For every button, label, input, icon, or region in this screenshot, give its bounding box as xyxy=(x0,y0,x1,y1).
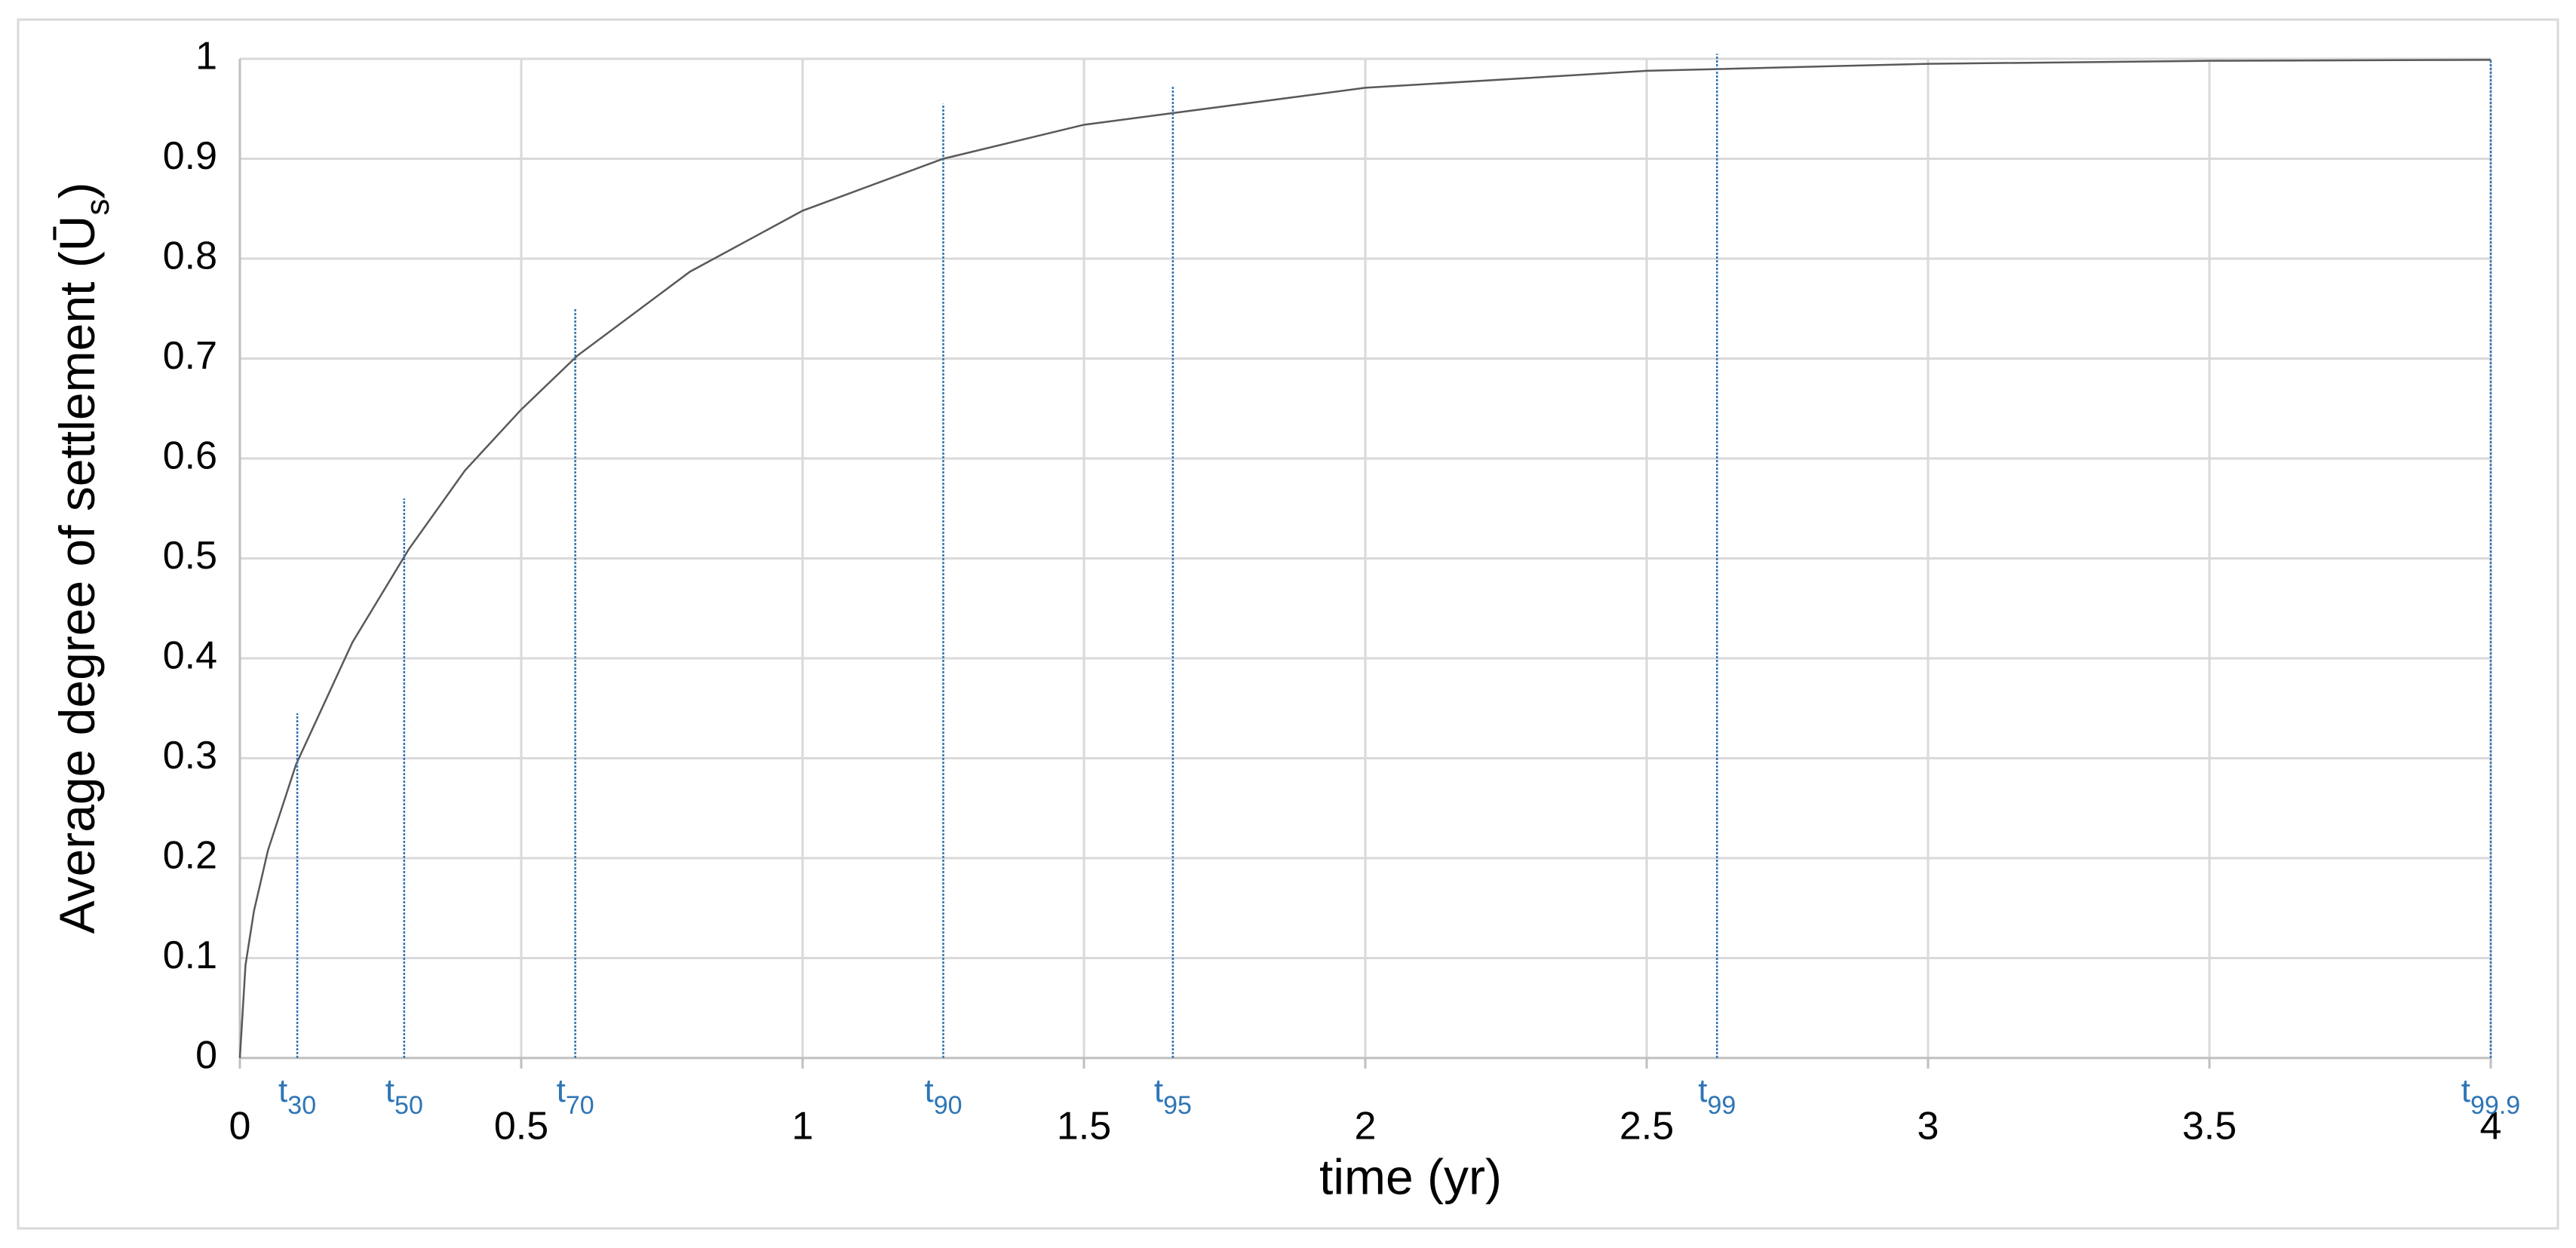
y-tick-label: 0.1 xyxy=(163,934,217,977)
marker-label: t90 xyxy=(924,1072,962,1120)
y-axis-title-end: ) xyxy=(49,182,105,199)
curve xyxy=(238,59,2492,1059)
chart-border xyxy=(17,18,2559,1230)
marker-label: t95 xyxy=(1154,1072,1192,1120)
y-axis-title-main: Average degree of settlement (Ū xyxy=(49,216,105,934)
marker-label-sub: 95 xyxy=(1163,1091,1192,1120)
marker-label-sub: 90 xyxy=(934,1091,963,1120)
marker-label-base: t xyxy=(924,1072,933,1109)
x-tick-label: 1.5 xyxy=(1057,1105,1111,1148)
y-tick-label: 0.9 xyxy=(163,134,217,178)
marker-label-base: t xyxy=(557,1072,566,1109)
plot: t30 t50 t70 t90 t95 t99 t99.9 xyxy=(238,54,2520,1120)
y-axis-title-sub: s xyxy=(79,199,116,216)
y-tick-label: 0.3 xyxy=(163,734,217,777)
y-tick-label: 0.6 xyxy=(163,434,217,478)
marker-label: t30 xyxy=(278,1072,316,1120)
x-axis-title: time (yr) xyxy=(1319,1148,1502,1204)
y-tick-label: 0.8 xyxy=(163,235,217,278)
marker-label-base: t xyxy=(1154,1072,1163,1109)
x-tick-label: 0 xyxy=(229,1105,251,1148)
marker-label-sub: 70 xyxy=(566,1091,594,1120)
y-tick-label: 1 xyxy=(195,35,217,78)
marker-label: t50 xyxy=(385,1072,423,1120)
y-axis-title: Average degree of settlement (Ūs) xyxy=(49,182,116,934)
x-tick-label: 0.5 xyxy=(494,1105,548,1148)
y-tick-label: 0.2 xyxy=(163,834,217,878)
x-tick-label: 2.5 xyxy=(1620,1105,1674,1148)
x-tick-label: 3.5 xyxy=(2182,1105,2237,1148)
marker-label: t99 xyxy=(1698,1072,1736,1120)
marker-label-base: t xyxy=(1698,1072,1707,1109)
x-tick-label: 3 xyxy=(1917,1105,1939,1148)
y-tick-label: 0.5 xyxy=(163,534,217,578)
marker-label-sub: 99.9 xyxy=(2470,1091,2520,1120)
x-tick-label: 4 xyxy=(2480,1105,2502,1148)
x-tick-label: 1 xyxy=(792,1105,814,1148)
marker-label-base: t xyxy=(2461,1072,2470,1109)
y-tick-label: 0 xyxy=(195,1034,217,1078)
y-tick-label: 0.7 xyxy=(163,334,217,378)
marker-label-sub: 30 xyxy=(287,1091,316,1120)
marker-label-base: t xyxy=(278,1072,287,1109)
marker-label: t99.9 xyxy=(2461,1072,2520,1120)
marker-label-sub: 50 xyxy=(395,1091,423,1120)
x-tick-label: 2 xyxy=(1355,1105,1377,1148)
y-tick-label: 0.4 xyxy=(163,634,217,678)
marker-label-sub: 99 xyxy=(1707,1091,1736,1120)
marker-label-base: t xyxy=(385,1072,395,1109)
marker-label: t70 xyxy=(557,1072,594,1120)
grid: 0 0.1 0.2 0.3 0.4 0.5 0.6 0.7 0.8 0.9 1 0 0.5 1 1.5 2 2.… xyxy=(163,35,2502,1148)
